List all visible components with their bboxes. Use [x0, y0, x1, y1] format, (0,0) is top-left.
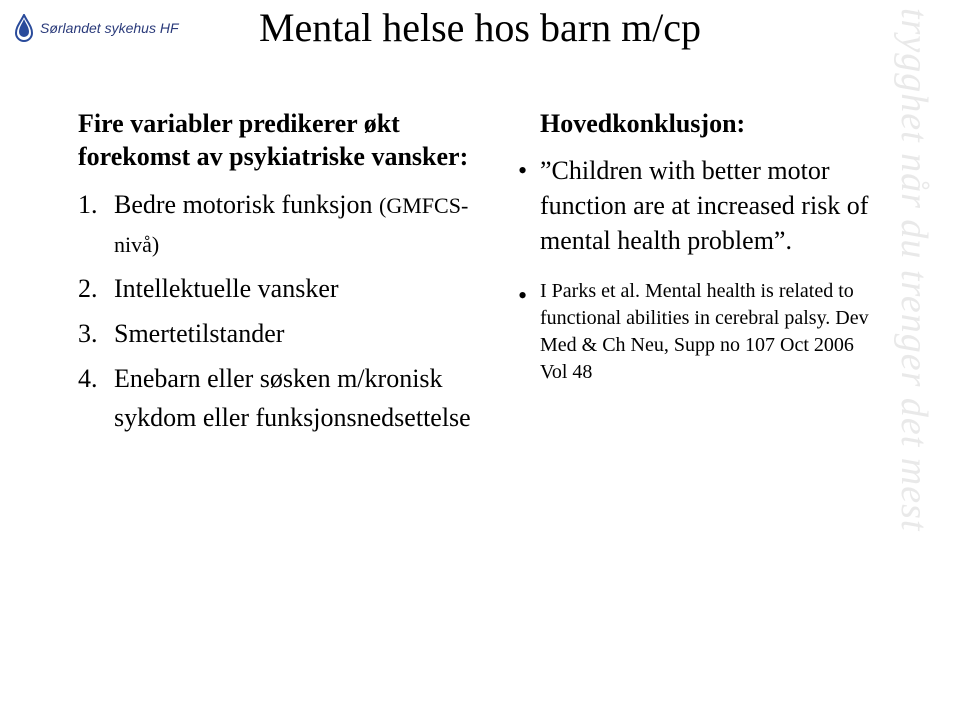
content-area: Fire variabler predikerer økt forekomst … — [78, 108, 900, 443]
left-column: Fire variabler predikerer økt forekomst … — [78, 108, 478, 443]
quote-text: ”Children with better motor function are… — [540, 153, 878, 258]
item-number: 1. — [78, 185, 114, 263]
reference-text: I Parks et al. Mental health is related … — [540, 280, 869, 383]
right-column: Hovedkonklusjon: ”Children with better m… — [518, 108, 878, 443]
item-text: Intellektuelle vansker — [114, 269, 339, 308]
item-text: Smertetilstander — [114, 314, 284, 353]
item-number: 3. — [78, 314, 114, 353]
item-number: 4. — [78, 359, 114, 437]
numbered-list: 1. Bedre motorisk funksjon (GMFCS-nivå) … — [78, 185, 478, 437]
right-lead: Hovedkonklusjon: — [540, 108, 878, 141]
item-text: Enebarn eller søsken m/kronisk sykdom el… — [114, 359, 478, 437]
bullet-reference: I Parks et al. Mental health is related … — [518, 278, 878, 386]
slide-title: Mental helse hos barn m/cp — [0, 4, 960, 51]
list-item: 1. Bedre motorisk funksjon (GMFCS-nivå) — [78, 185, 478, 263]
list-item: 2. Intellektuelle vansker — [78, 269, 478, 308]
bullet-list: ”Children with better motor function are… — [518, 153, 878, 386]
list-item: 4. Enebarn eller søsken m/kronisk sykdom… — [78, 359, 478, 437]
bullet-quote: ”Children with better motor function are… — [518, 153, 878, 258]
item-number: 2. — [78, 269, 114, 308]
item-text: Bedre motorisk funksjon (GMFCS-nivå) — [114, 185, 478, 263]
left-lead: Fire variabler predikerer økt forekomst … — [78, 108, 478, 173]
list-item: 3. Smertetilstander — [78, 314, 478, 353]
